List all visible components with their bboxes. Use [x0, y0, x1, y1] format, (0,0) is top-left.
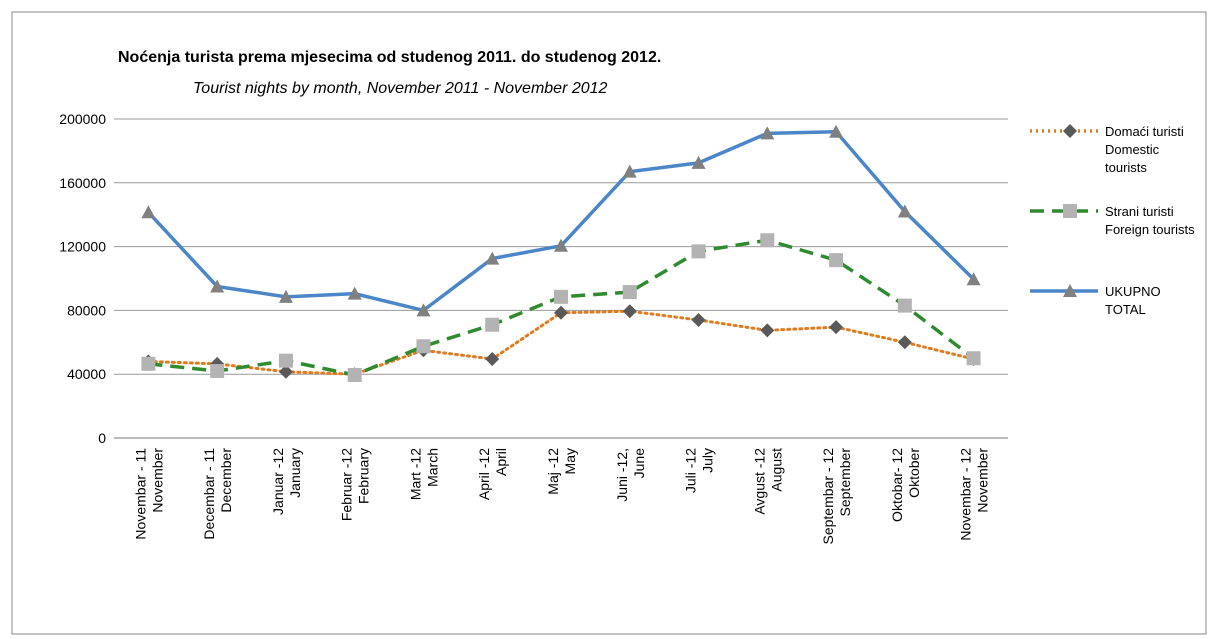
marker — [760, 323, 775, 338]
x-tick-label: Novembar - 12November — [958, 448, 991, 541]
marker — [278, 289, 293, 303]
y-tick-label: 80000 — [67, 302, 106, 318]
marker — [829, 124, 844, 138]
marker — [347, 367, 362, 382]
y-tick-label: 120000 — [59, 239, 106, 255]
x-tick-label: Januar -12January — [270, 448, 303, 515]
marker — [829, 320, 844, 335]
x-tick-label: Septembar - 12September — [820, 448, 853, 545]
y-tick-label: 200000 — [59, 111, 106, 127]
legend-marker — [1063, 204, 1077, 218]
x-tick-label: Avgust -12August — [751, 448, 784, 515]
marker — [966, 272, 981, 286]
x-tick-label: Decembar - 11December — [201, 448, 234, 540]
y-tick-label: 40000 — [67, 366, 106, 382]
x-tick-label: Februar -12February — [339, 448, 372, 521]
x-tick-label: Mart -12March — [407, 448, 440, 500]
chart-title: Noćenja turista prema mjesecima od stude… — [118, 49, 661, 66]
marker — [691, 155, 706, 169]
x-tick-label: Juni -12,June — [614, 448, 647, 502]
marker — [554, 238, 568, 252]
marker — [691, 312, 706, 327]
legend-marker — [1063, 284, 1077, 297]
marker — [897, 204, 912, 218]
marker — [278, 353, 293, 368]
x-tick-label: Oktobar- 12Oktober — [889, 448, 922, 522]
legend-label: Domaći turisti Domestic tourists — [1105, 124, 1184, 175]
marker — [622, 164, 637, 178]
marker — [622, 285, 637, 300]
chart-border — [11, 11, 1207, 635]
marker — [897, 335, 912, 350]
x-tick-label: Novembar - 11November — [132, 448, 165, 540]
marker — [554, 289, 568, 304]
marker — [278, 364, 293, 379]
y-tick-label: 160000 — [59, 175, 106, 191]
marker — [829, 253, 844, 268]
marker — [416, 339, 431, 354]
marker — [554, 305, 568, 320]
marker — [966, 351, 981, 366]
marker — [485, 352, 500, 367]
marker — [622, 304, 637, 319]
marker — [485, 251, 500, 265]
legend-marker — [1063, 124, 1077, 138]
marker — [141, 356, 156, 371]
marker — [210, 279, 225, 293]
y-tick-label: 0 — [98, 430, 106, 446]
x-tick-label: Juli -12July — [683, 448, 716, 493]
marker — [760, 233, 775, 248]
marker — [760, 126, 775, 140]
marker — [347, 286, 362, 300]
legend-label: Strani turisti Foreign tourists — [1105, 204, 1195, 237]
marker — [210, 364, 225, 379]
x-tick-label: April -12April — [476, 448, 509, 500]
legend-label: UKUPNO TOTAL — [1105, 284, 1161, 317]
marker — [897, 298, 912, 313]
marker — [691, 244, 706, 259]
marker — [416, 303, 431, 317]
marker — [485, 317, 500, 332]
x-tick-label: Maj -12May — [545, 448, 578, 495]
marker — [141, 205, 156, 219]
chart-subtitle: Tourist nights by month, November 2011 -… — [193, 80, 608, 97]
